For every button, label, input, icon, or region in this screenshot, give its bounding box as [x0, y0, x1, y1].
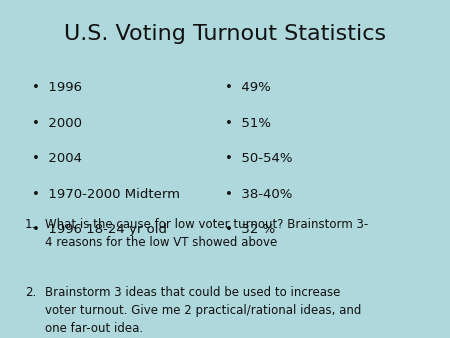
- Text: •  1996 18-24 yr old: • 1996 18-24 yr old: [32, 223, 166, 236]
- Text: •  51%: • 51%: [225, 117, 271, 129]
- Text: •  2000: • 2000: [32, 117, 81, 129]
- Text: •  38-40%: • 38-40%: [225, 188, 292, 200]
- Text: •  1970-2000 Midterm: • 1970-2000 Midterm: [32, 188, 180, 200]
- Text: What is the cause for low voter turnout? Brainstorm 3-
4 reasons for the low VT : What is the cause for low voter turnout?…: [45, 218, 368, 249]
- Text: Brainstorm 3 ideas that could be used to increase
voter turnout. Give me 2 pract: Brainstorm 3 ideas that could be used to…: [45, 286, 361, 335]
- Text: •  1996: • 1996: [32, 81, 81, 94]
- Text: •  2004: • 2004: [32, 152, 81, 165]
- Text: •  50-54%: • 50-54%: [225, 152, 292, 165]
- Text: U.S. Voting Turnout Statistics: U.S. Voting Turnout Statistics: [64, 24, 386, 44]
- Text: •  49%: • 49%: [225, 81, 271, 94]
- Text: •  32 %: • 32 %: [225, 223, 275, 236]
- Text: 2.: 2.: [25, 286, 36, 298]
- Text: 1.: 1.: [25, 218, 36, 231]
